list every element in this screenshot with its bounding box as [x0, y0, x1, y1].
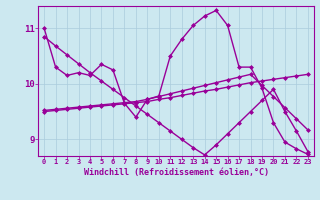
- X-axis label: Windchill (Refroidissement éolien,°C): Windchill (Refroidissement éolien,°C): [84, 168, 268, 177]
